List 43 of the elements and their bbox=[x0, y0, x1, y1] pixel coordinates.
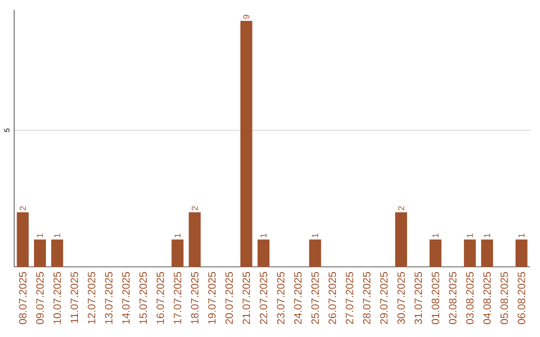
data-label: 1 bbox=[37, 233, 43, 238]
x-tick-label: 22.07.2025 bbox=[260, 272, 268, 324]
x-tick-label: 03.08.2025 bbox=[466, 272, 474, 324]
x-tick-label: 18.07.2025 bbox=[190, 272, 198, 324]
x-tick-label: 21.07.2025 bbox=[242, 272, 250, 324]
x-tick-label: 13.07.2025 bbox=[105, 272, 112, 324]
data-label: 1 bbox=[312, 233, 318, 238]
x-tick-label: 25.07.2025 bbox=[311, 272, 319, 324]
data-label: 1 bbox=[54, 233, 60, 238]
x-tick-label: 26.07.2025 bbox=[328, 272, 336, 324]
x-tick-label: 05.08.2025 bbox=[500, 272, 508, 324]
x-tick-label: 19.07.2025 bbox=[208, 272, 216, 324]
x-tick-label: 16.07.2025 bbox=[156, 272, 164, 324]
x-tick-label: 06.08.2025 bbox=[518, 272, 526, 324]
x-tick-label: 17.07.2025 bbox=[174, 272, 182, 324]
x-tick-label: 01.08.2025 bbox=[432, 272, 440, 324]
x-tick-label: 27.07.2025 bbox=[346, 272, 354, 324]
data-label: 1 bbox=[432, 233, 438, 238]
data-label: 1 bbox=[518, 233, 524, 238]
x-tick-label: 20.07.2025 bbox=[225, 272, 233, 324]
data-label: 1 bbox=[466, 233, 473, 238]
data-label: 1 bbox=[484, 233, 490, 238]
x-tick-label: 12.07.2025 bbox=[88, 272, 96, 324]
data-label: 1 bbox=[260, 233, 266, 238]
x-tick-label: 23.07.2025 bbox=[276, 272, 284, 324]
x-tick-label: 31.07.2025 bbox=[414, 272, 422, 324]
data-label: 2 bbox=[20, 206, 26, 210]
x-tick-label: 30.07.2025 bbox=[397, 272, 405, 324]
x-tick-label: 15.07.2025 bbox=[139, 272, 147, 324]
x-tick-label: 14.07.2025 bbox=[122, 272, 130, 324]
x-tick-label: 29.07.2025 bbox=[380, 272, 388, 324]
data-label: 2 bbox=[398, 206, 404, 210]
data-label: 1 bbox=[174, 233, 180, 238]
x-tick-label: 28.07.2025 bbox=[362, 272, 370, 324]
x-tick-label: 24.07.2025 bbox=[294, 272, 302, 324]
x-tick-label: 11.07.2025 bbox=[70, 272, 78, 323]
data-label: 2 bbox=[192, 206, 198, 210]
x-tick-label: 02.08.2025 bbox=[448, 272, 456, 324]
x-tick-label: 08.07.2025 bbox=[19, 272, 27, 324]
data-label: 9 bbox=[243, 14, 250, 19]
x-tick-label: 10.07.2025 bbox=[53, 272, 61, 324]
x-tick-label: 09.07.2025 bbox=[36, 272, 44, 324]
x-tick-label: 04.08.2025 bbox=[483, 272, 491, 324]
